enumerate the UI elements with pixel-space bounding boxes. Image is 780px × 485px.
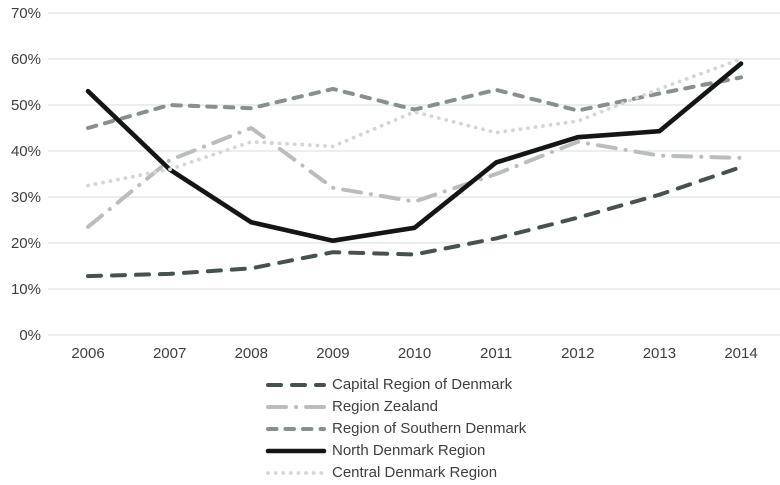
legend-item: Central Denmark Region xyxy=(265,463,526,483)
series-line xyxy=(86,57,743,188)
legend-swatch-line xyxy=(266,427,326,431)
legend-swatch-line xyxy=(266,405,326,409)
y-tick-label: 40% xyxy=(11,143,41,160)
y-tick-label: 20% xyxy=(11,235,41,252)
x-tick-label: 2007 xyxy=(153,345,186,362)
y-tick-label: 60% xyxy=(11,51,41,68)
plot-area: 0% 10% 20% 30% 40% 50% 60% 70% 2006 2007 2008 2009 2… xyxy=(11,5,780,362)
legend-label: Region Zealand xyxy=(332,398,438,415)
x-tick-label: 2008 xyxy=(235,345,268,362)
x-tick-label: 2011 xyxy=(480,345,512,362)
legend-item: North Denmark Region xyxy=(265,441,526,461)
legend-label: North Denmark Region xyxy=(332,442,486,459)
x-tick-label: 2006 xyxy=(71,345,104,362)
y-tick-label: 50% xyxy=(11,97,41,114)
legend-swatch-line xyxy=(266,471,326,475)
legend-swatch-line xyxy=(265,448,327,454)
legend-label: Central Denmark Region xyxy=(332,464,498,481)
y-tick-label: 0% xyxy=(19,327,41,344)
series-line xyxy=(86,75,743,130)
x-tick-label: 2012 xyxy=(561,345,594,362)
series-line xyxy=(86,165,743,279)
x-tick-label: 2013 xyxy=(643,345,676,362)
legend-label: Region of Southern Denmark xyxy=(332,420,527,437)
legend-item: Capital Region of Denmark xyxy=(265,375,526,395)
y-tick-label: 30% xyxy=(11,189,41,206)
x-tick-label: 2014 xyxy=(724,345,757,362)
series-line xyxy=(85,61,744,243)
legend: Capital Region of Denmark Region Zealand R… xyxy=(265,375,526,483)
legend-swatch-line xyxy=(266,383,326,387)
legend-label: Capital Region of Denmark xyxy=(332,376,513,393)
legend-item: Region of Southern Denmark xyxy=(265,419,526,439)
y-tick-label: 70% xyxy=(11,5,41,22)
legend-item: Region Zealand xyxy=(265,397,526,417)
x-tick-label: 2009 xyxy=(316,345,349,362)
x-tick-label: 2010 xyxy=(398,345,431,362)
y-tick-label: 10% xyxy=(11,281,41,298)
